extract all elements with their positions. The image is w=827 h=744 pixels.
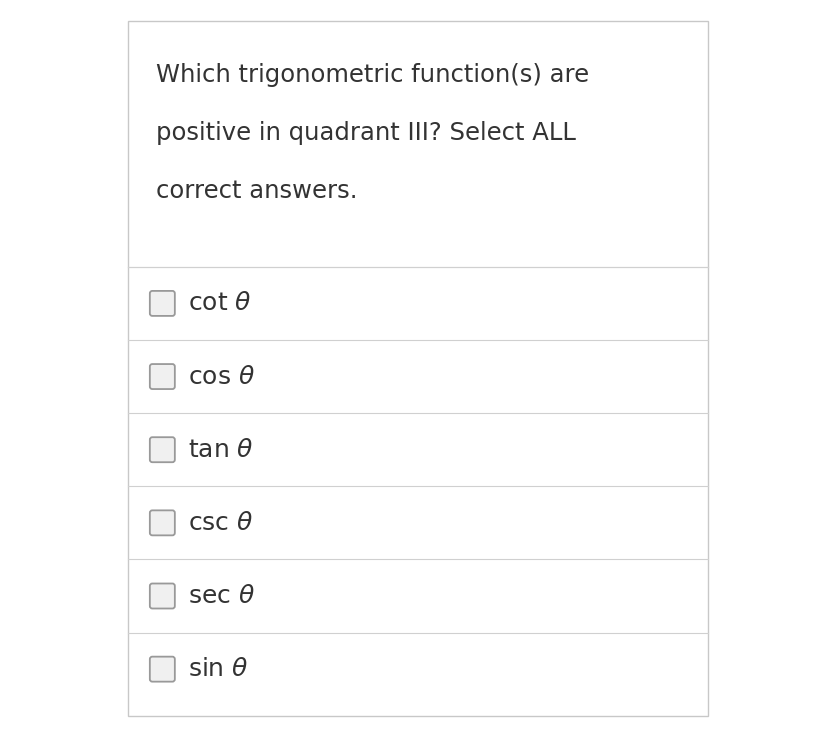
Text: csc $\theta$: csc $\theta$ — [188, 511, 253, 535]
Text: sec $\theta$: sec $\theta$ — [188, 584, 255, 608]
FancyBboxPatch shape — [150, 364, 174, 389]
FancyBboxPatch shape — [150, 291, 174, 316]
FancyBboxPatch shape — [150, 583, 174, 609]
Text: cot $\theta$: cot $\theta$ — [188, 292, 251, 315]
Text: Which trigonometric function(s) are: Which trigonometric function(s) are — [156, 62, 589, 87]
Bar — [128, 21, 707, 716]
Text: positive in quadrant III? Select ALL: positive in quadrant III? Select ALL — [156, 121, 576, 145]
FancyBboxPatch shape — [150, 657, 174, 682]
Text: cos $\theta$: cos $\theta$ — [188, 365, 255, 388]
Text: tan $\theta$: tan $\theta$ — [188, 437, 254, 462]
Text: correct answers.: correct answers. — [156, 179, 357, 203]
Text: sin $\theta$: sin $\theta$ — [188, 657, 249, 682]
FancyBboxPatch shape — [150, 510, 174, 536]
FancyBboxPatch shape — [150, 437, 174, 462]
